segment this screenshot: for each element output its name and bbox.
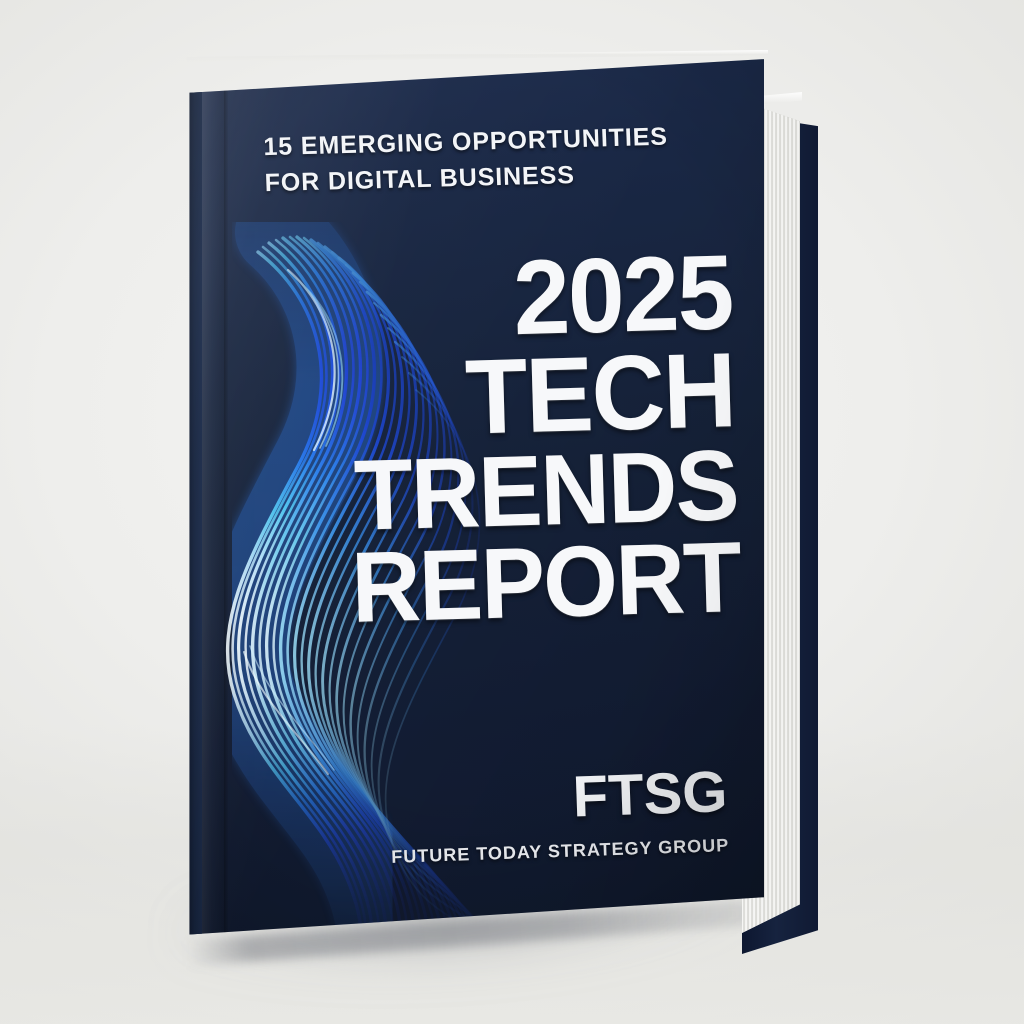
cover-top-edge-highlight bbox=[186, 50, 768, 62]
cover-kicker: 15 EMERGING OPPORTUNITIES FOR DIGITAL BU… bbox=[263, 118, 735, 201]
cover-title-line-4: REPORT bbox=[349, 521, 742, 644]
spine-hinge-shadow bbox=[189, 59, 202, 935]
book-front-cover: 15 EMERGING OPPORTUNITIES FOR DIGITAL BU… bbox=[189, 59, 764, 935]
spine-hinge-highlight bbox=[202, 59, 224, 935]
cover-title: 2025 TECH TRENDS REPORT bbox=[311, 233, 742, 644]
spine-groove bbox=[224, 59, 228, 935]
brand-mark-ftsg: FTSG bbox=[571, 759, 729, 830]
brand-name-full: FUTURE TODAY STRATEGY GROUP bbox=[390, 835, 730, 867]
cover-brand: FTSG FUTURE TODAY STRATEGY GROUP bbox=[388, 759, 730, 868]
